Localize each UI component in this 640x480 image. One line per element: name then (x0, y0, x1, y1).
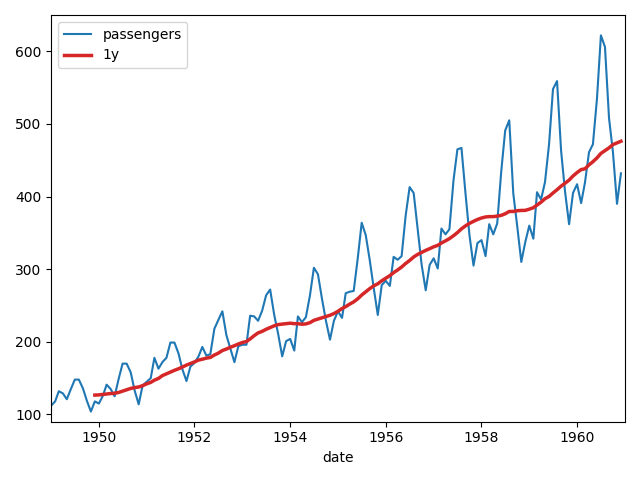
Line: passengers: passengers (51, 36, 621, 411)
Line: 1y: 1y (95, 141, 621, 395)
Legend: passengers, 1y: passengers, 1y (58, 22, 188, 68)
X-axis label: date: date (323, 451, 354, 465)
